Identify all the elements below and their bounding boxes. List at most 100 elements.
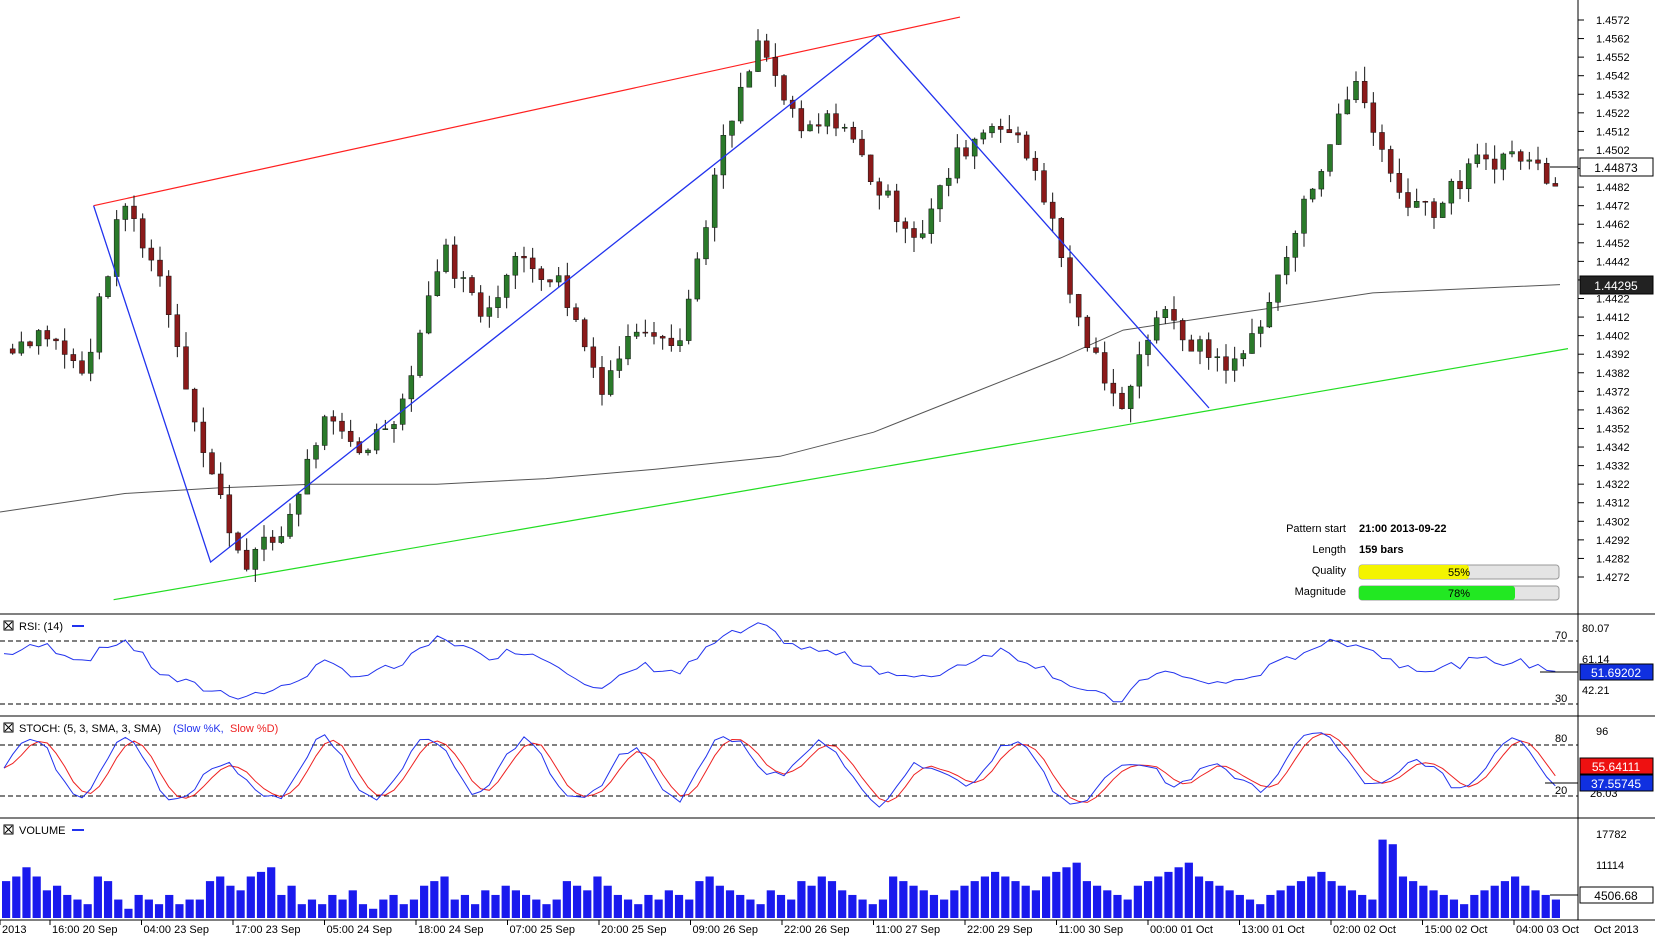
candle-body	[1179, 320, 1186, 341]
volume-bar	[246, 876, 255, 918]
candle-body	[1292, 233, 1299, 258]
volume-bar	[1439, 894, 1448, 918]
stoch-level-20-label: 20	[1555, 785, 1567, 797]
candle-body	[174, 314, 181, 347]
candle-body	[503, 274, 510, 298]
length-label: Length	[1312, 544, 1346, 556]
volume-bar	[1307, 876, 1316, 918]
candle-body	[980, 132, 987, 140]
volume-bar	[1052, 871, 1061, 918]
volume-bar	[899, 881, 908, 918]
price-tick-label: 1.4452	[1596, 238, 1630, 250]
candle-body	[1361, 81, 1368, 104]
volume-bar	[1001, 876, 1010, 918]
candle-body	[1370, 102, 1377, 133]
volume-bar	[491, 894, 500, 918]
volume-bar	[552, 899, 561, 918]
x-tick-label: 17:00 23 Sep	[235, 924, 300, 936]
candle-body	[1396, 173, 1403, 193]
candle-body	[53, 338, 59, 342]
candle-body	[547, 279, 553, 283]
volume-bar	[1184, 862, 1193, 918]
volume-bar	[1358, 894, 1367, 918]
volume-bar	[1031, 890, 1040, 918]
candle-body	[1223, 356, 1229, 371]
candle-body	[148, 247, 155, 261]
price-tick-label: 1.4362	[1596, 405, 1630, 417]
volume-bar	[542, 904, 551, 918]
quality-value: 55%	[1448, 567, 1470, 579]
length-value: 159 bars	[1359, 544, 1404, 556]
candle-body	[1110, 382, 1117, 394]
support-line	[113, 348, 1569, 601]
volume-bar	[154, 904, 164, 918]
volume-bar	[256, 871, 266, 918]
price-tick-label: 1.4382	[1596, 368, 1630, 380]
candle-body	[408, 375, 415, 400]
stoch-k-label: (Slow %K,	[173, 723, 224, 735]
pattern-start-label: Pattern start	[1286, 523, 1346, 535]
volume-bar	[1480, 890, 1489, 918]
candle-body	[1041, 170, 1047, 203]
candle-body	[391, 424, 397, 429]
candle-body	[113, 219, 120, 277]
candle-body	[434, 271, 441, 296]
candlestick-layer	[9, 29, 1559, 582]
candle-body	[1517, 151, 1524, 162]
volume-bar	[277, 894, 286, 918]
current-price-marker: 1.44873	[1550, 157, 1654, 177]
volume-bar	[440, 876, 449, 918]
candle-body	[1257, 326, 1264, 334]
candle-body	[1214, 356, 1221, 358]
moving-average-line	[0, 284, 1561, 513]
candle-body	[1552, 183, 1559, 187]
rsi-title: RSI: (14)	[19, 621, 63, 633]
candle-body	[1162, 309, 1169, 318]
volume-bar	[858, 899, 867, 918]
volume-bar	[1143, 881, 1153, 918]
volume-bar	[1194, 876, 1204, 918]
volume-bar	[634, 904, 643, 918]
candle-body	[1387, 149, 1394, 174]
magnitude-label: Magnitude	[1295, 586, 1346, 598]
price-tick-label: 1.4412	[1596, 312, 1630, 324]
candle-body	[512, 255, 519, 276]
volume-bar	[297, 904, 306, 918]
candle-body	[989, 126, 995, 134]
volume-bar	[725, 890, 735, 918]
volume-bar	[379, 899, 388, 918]
price-axis-ticks: 1.4572 1.4562 1.4552 1.4542 1.4532 1.4522 1.45…	[1578, 15, 1630, 584]
candle-body	[347, 430, 354, 442]
candle-body	[850, 126, 857, 140]
stoch-level-80-label: 80	[1555, 733, 1567, 745]
volume-bar	[674, 894, 684, 918]
rsi-tick-80: 80.07	[1582, 623, 1610, 635]
volume-bar	[511, 890, 520, 918]
volume-bar	[522, 894, 531, 918]
volume-bar	[205, 881, 215, 918]
volume-bar	[114, 899, 123, 918]
candle-body	[1153, 317, 1160, 341]
zigzag-layer	[92, 34, 1210, 564]
rsi-level-30-label: 30	[1555, 693, 1567, 705]
volume-bar	[42, 890, 51, 918]
x-axis-corner-label: Oct 2013	[1594, 924, 1639, 936]
volume-bar	[420, 885, 429, 918]
candle-body	[443, 244, 449, 272]
ma-value-label: 1.44295	[1594, 279, 1638, 293]
volume-bar	[1368, 899, 1377, 918]
volume-bar	[1521, 885, 1530, 918]
candle-body	[668, 337, 675, 346]
candle-body	[261, 536, 267, 550]
candle-body	[859, 138, 865, 156]
candle-body	[1049, 201, 1056, 219]
candle-body	[1543, 163, 1550, 184]
volume-bar	[399, 904, 408, 918]
volume-bar	[1256, 904, 1265, 918]
candle-body	[625, 336, 631, 360]
candle-body	[1205, 339, 1212, 358]
volume-bar	[1042, 876, 1051, 918]
quality-bar-fill	[1359, 565, 1469, 579]
volume-bar	[83, 904, 92, 918]
candle-body	[555, 275, 562, 283]
